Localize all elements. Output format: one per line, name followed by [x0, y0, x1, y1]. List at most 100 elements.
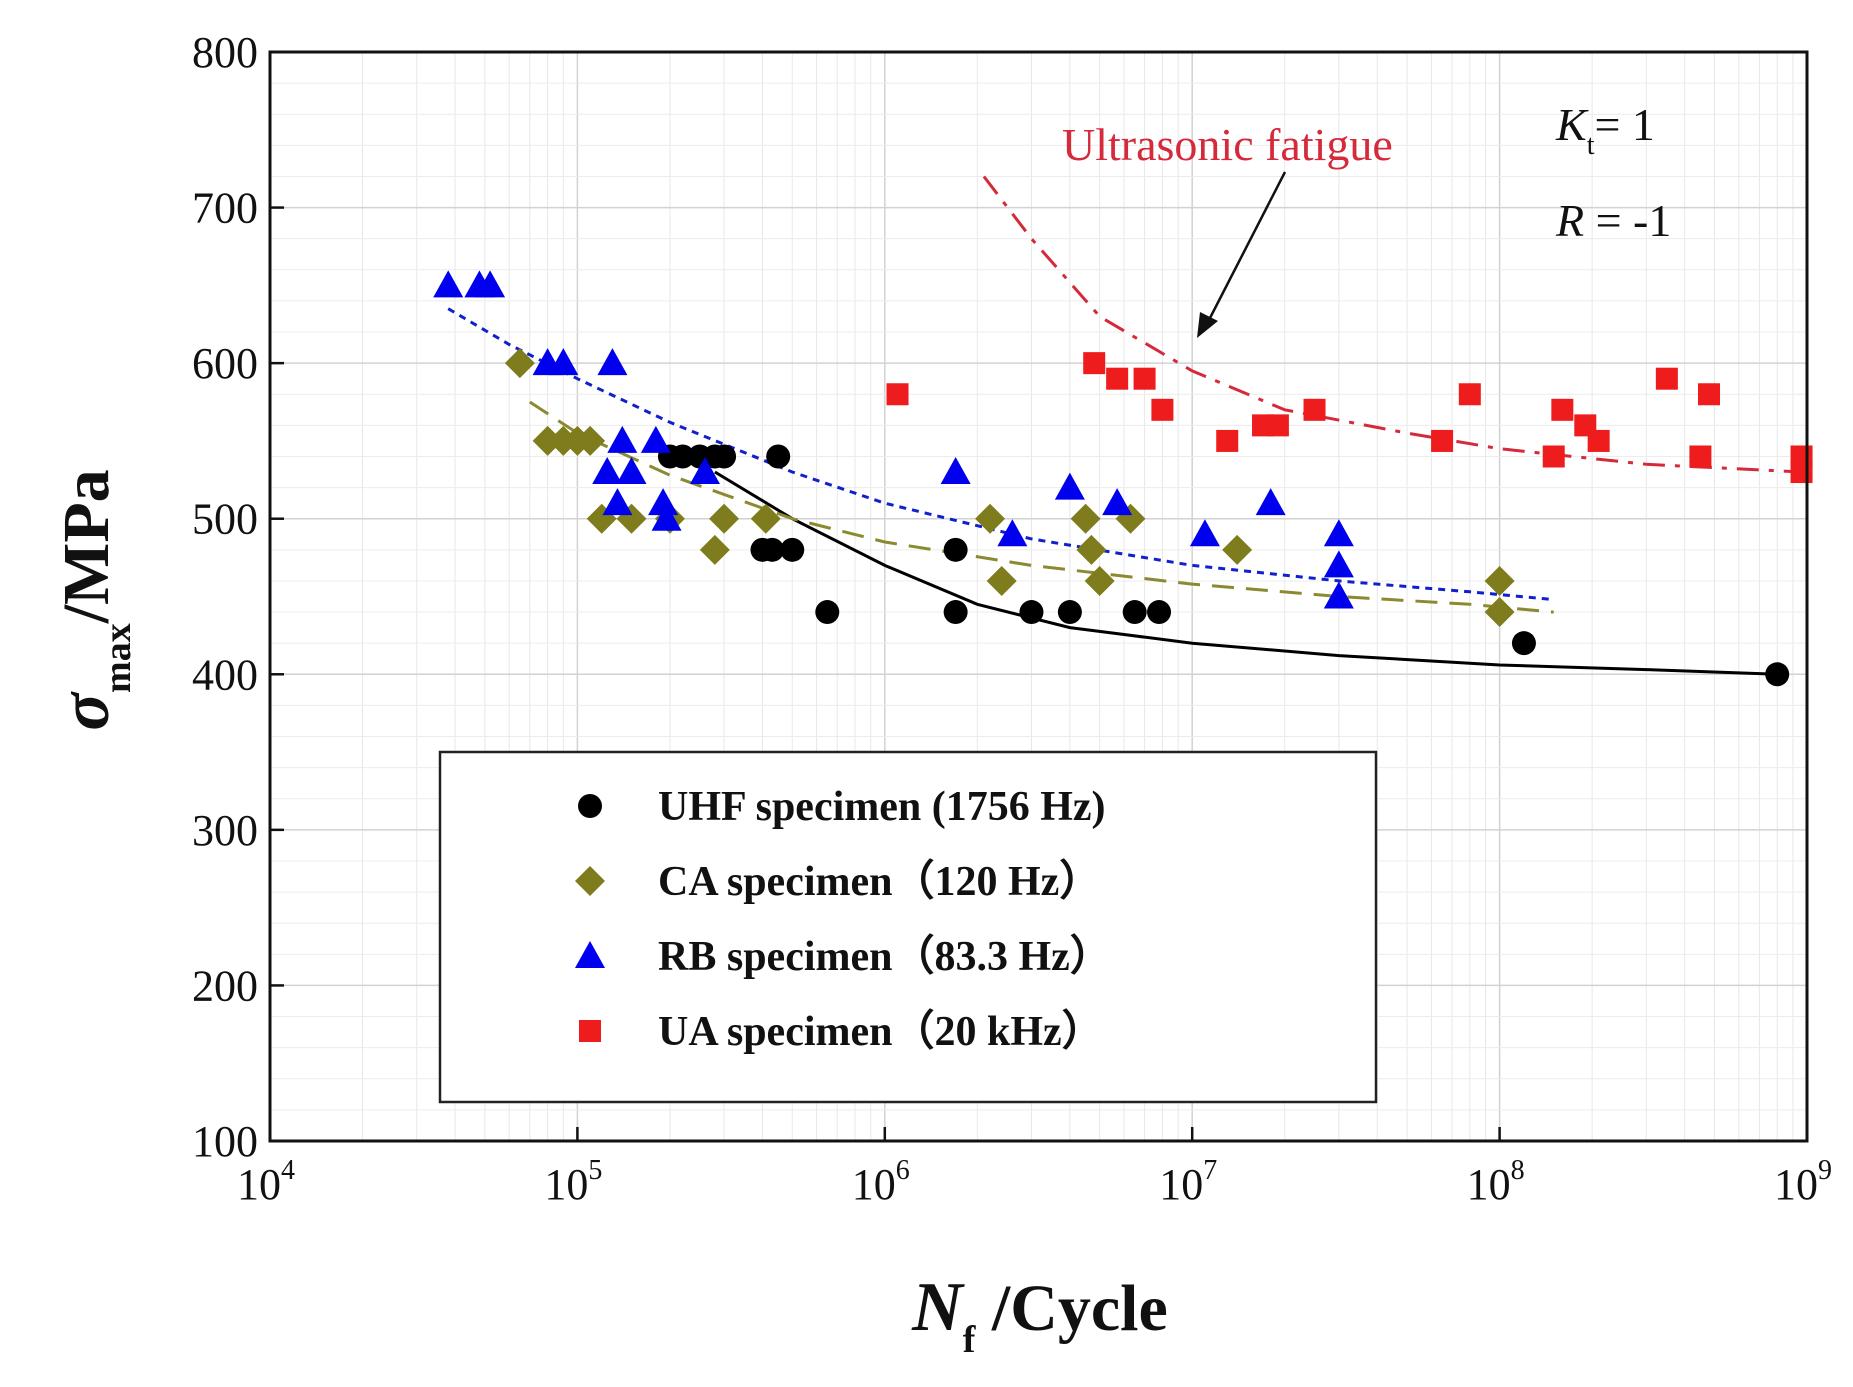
point-square	[1133, 367, 1156, 390]
x-tick-label: 108	[1467, 1155, 1525, 1209]
point-circle	[943, 600, 968, 625]
point-diamond	[1222, 534, 1253, 565]
point-circle	[760, 537, 785, 562]
legend-label-triangle: RB specimen（83.3 Hz）	[658, 933, 1112, 980]
point-square	[1266, 414, 1289, 437]
point-square	[1083, 352, 1106, 375]
kt-subscript: t	[1587, 130, 1595, 161]
legend: UHF specimen (1756 Hz) CA specimen（120 Hz…	[438, 750, 1378, 1104]
y-tick-label: 200	[192, 961, 258, 1010]
point-triangle	[1323, 519, 1354, 547]
point-square	[1151, 398, 1174, 421]
legend-label-diamond: CA specimen（120 Hz）	[658, 858, 1101, 905]
y-tick-label: 300	[192, 806, 258, 855]
x-tick-base: 10	[1774, 1160, 1818, 1209]
y-tick-label: 800	[192, 28, 258, 77]
x-tick-exponent: 6	[896, 1155, 910, 1186]
ultrasonic-fatigue-label: Ultrasonic fatigue	[1062, 119, 1393, 170]
point-square	[1431, 429, 1454, 452]
point-triangle	[592, 457, 623, 485]
legend-marker-square	[579, 1020, 601, 1042]
point-square	[1106, 367, 1129, 390]
x-tick-exponent: 7	[1203, 1155, 1217, 1186]
point-triangle	[648, 488, 679, 516]
y-tick-label: 100	[192, 1117, 258, 1166]
point-circle	[670, 444, 695, 469]
point-circle	[1019, 600, 1044, 625]
x-tick-label: 109	[1774, 1155, 1832, 1209]
y-axis-subscript: max	[97, 623, 139, 693]
x-tick-base: 10	[852, 1160, 896, 1209]
point-square	[1551, 398, 1574, 421]
point-circle	[943, 537, 968, 562]
point-diamond	[750, 503, 781, 534]
point-diamond	[699, 534, 730, 565]
svg-text:σmax/MPa: σmax/MPa	[47, 469, 139, 730]
x-axis-title: Nf /Cycle	[911, 1269, 1168, 1361]
point-diamond	[504, 348, 535, 379]
point-triangle	[1323, 550, 1354, 578]
x-tick-exponent: 5	[588, 1155, 602, 1186]
point-square	[1689, 445, 1712, 468]
y-tick-label: 400	[192, 650, 258, 699]
point-diamond	[532, 425, 563, 456]
y-axis-title: σmax/MPa	[47, 469, 139, 730]
point-triangle	[1102, 488, 1133, 516]
legend-marker-circle	[578, 794, 602, 818]
point-diamond	[1076, 534, 1107, 565]
x-tick-label: 106	[852, 1155, 910, 1209]
y-axis-unit: /MPa	[50, 469, 123, 624]
point-diamond	[709, 503, 740, 534]
point-triangle	[597, 348, 628, 376]
point-circle	[1122, 600, 1147, 625]
kt-value: = 1	[1594, 99, 1654, 150]
x-tick-base: 10	[1159, 1160, 1203, 1209]
kt-annotation: Kt= 1	[1555, 99, 1655, 161]
point-circle	[815, 600, 840, 625]
legend-label-square: UA specimen（20 kHz）	[658, 1008, 1104, 1055]
point-diamond	[1084, 565, 1115, 596]
x-tick-label: 107	[1159, 1155, 1217, 1209]
point-diamond	[986, 565, 1017, 596]
r-value: = -1	[1584, 195, 1671, 246]
point-triangle	[651, 503, 682, 531]
point-triangle	[940, 457, 971, 485]
point-triangle	[1054, 472, 1085, 500]
point-triangle	[640, 425, 671, 453]
point-circle	[1765, 662, 1790, 687]
fit-curve-square	[982, 175, 1802, 474]
legend-marker-diamond	[575, 866, 605, 896]
point-diamond	[1484, 565, 1515, 596]
r-annotation: R = -1	[1555, 195, 1671, 246]
point-triangle	[433, 270, 464, 298]
point-square	[1303, 398, 1326, 421]
y-tick-labels: 100 200 300 400 500 600 700 800	[192, 28, 284, 1166]
y-tick-label: 600	[192, 339, 258, 388]
point-circle	[780, 537, 805, 562]
plot-frame	[268, 50, 1809, 1143]
x-tick-base: 10	[1467, 1160, 1511, 1209]
point-diamond	[575, 425, 606, 456]
point-triangle	[475, 270, 506, 298]
x-tick-labels: 104 105 106 107 108 109	[237, 1127, 1832, 1209]
ultrasonic-arrow	[1197, 171, 1287, 338]
point-square	[1458, 383, 1481, 406]
x-tick-label: 105	[544, 1155, 602, 1209]
x-axis-symbol: N	[911, 1269, 965, 1346]
point-triangle	[602, 488, 633, 516]
point-circle	[1147, 600, 1172, 625]
r-symbol: R	[1555, 195, 1584, 246]
kt-symbol: K	[1555, 99, 1589, 150]
point-square	[1587, 429, 1610, 452]
y-axis-symbol: σ	[47, 691, 124, 731]
point-square	[1542, 445, 1565, 468]
point-triangle	[1189, 519, 1220, 547]
point-diamond	[1484, 597, 1515, 628]
point-triangle	[689, 457, 720, 485]
x-tick-exponent: 8	[1511, 1155, 1525, 1186]
point-square	[1790, 461, 1813, 484]
point-triangle	[607, 425, 638, 453]
point-diamond	[1070, 503, 1101, 534]
x-tick-exponent: 4	[281, 1155, 295, 1186]
point-triangle	[997, 519, 1028, 547]
